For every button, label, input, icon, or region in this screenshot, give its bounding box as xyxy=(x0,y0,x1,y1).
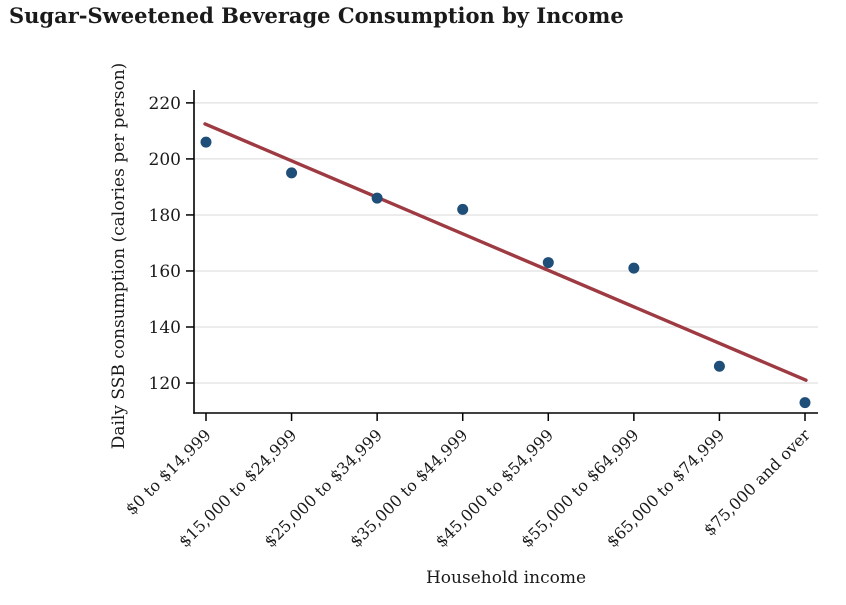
data-point xyxy=(542,257,554,269)
y-axis-title: Daily SSB consumption (calories per pers… xyxy=(109,63,129,450)
y-tick-label: 200 xyxy=(149,150,181,170)
y-tick-label: 180 xyxy=(149,206,181,226)
y-tick-label: 140 xyxy=(149,318,181,338)
data-point xyxy=(200,136,212,148)
chart-title: Sugar-Sweetened Beverage Consumption by … xyxy=(9,3,624,28)
data-point xyxy=(371,192,383,204)
trend-line xyxy=(203,122,808,382)
data-point xyxy=(799,397,811,409)
y-tick-label: 160 xyxy=(149,262,181,282)
data-point xyxy=(713,360,725,372)
data-point xyxy=(457,203,469,215)
y-tick-label: 220 xyxy=(149,94,181,114)
data-point xyxy=(286,167,298,179)
y-tick-label: 120 xyxy=(149,374,181,394)
data-point xyxy=(628,262,640,274)
x-axis-title: Household income xyxy=(426,568,586,588)
x-tick-label: $0 to $14,999 xyxy=(122,425,215,518)
